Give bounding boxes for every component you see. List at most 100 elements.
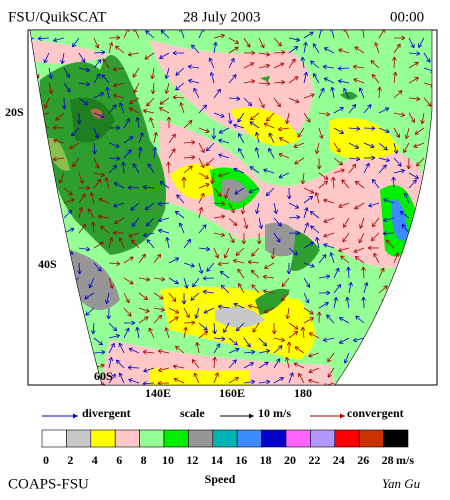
wind-arrow <box>337 67 350 70</box>
wind-arrow <box>273 37 282 47</box>
wind-arrow-head <box>370 60 375 65</box>
wind-arrow-head <box>55 116 60 121</box>
wind-arrow <box>183 239 192 249</box>
colorbar-label: 4 <box>92 453 98 467</box>
wind-arrow <box>279 137 290 144</box>
wind-arrow <box>382 232 395 234</box>
wind-arrow <box>115 45 125 54</box>
wind-arrow-head <box>358 87 364 92</box>
wind-arrow <box>198 322 208 331</box>
wind-arrow <box>143 186 155 189</box>
wind-arrow <box>263 290 275 294</box>
wind-arrow <box>159 52 170 59</box>
wind-arrow <box>106 292 110 304</box>
wind-arrow-head <box>193 372 198 378</box>
wind-arrow <box>371 74 380 84</box>
wind-arrow <box>61 52 65 64</box>
wind-arrow <box>138 253 146 264</box>
wind-arrow <box>30 37 35 43</box>
wind-arrow-head <box>326 314 331 319</box>
colorbar-swatch <box>41 429 67 448</box>
wind-arrow-head <box>277 42 282 47</box>
wind-arrow <box>158 202 170 205</box>
wind-arrow-head <box>206 267 211 272</box>
wind-arrow <box>175 82 185 91</box>
wind-arrow-head <box>141 253 146 259</box>
wind-arrow-head <box>397 162 402 167</box>
wind-arrow <box>278 153 290 159</box>
wind-arrow <box>90 192 95 204</box>
wind-arrow-head <box>212 330 217 335</box>
wind-arrow <box>313 73 320 84</box>
wind-arrow <box>198 207 203 219</box>
wind-arrow <box>273 358 281 369</box>
wind-arrow-head <box>202 224 207 229</box>
wind-arrow <box>408 97 420 100</box>
wind-arrow <box>355 180 365 189</box>
wind-arrow <box>318 127 323 139</box>
wind-arrow-head <box>144 205 150 211</box>
wind-arrow <box>153 147 156 159</box>
wind-arrow <box>243 217 248 229</box>
wind-arrow <box>114 182 125 189</box>
scale-arrow-head <box>249 413 254 419</box>
wind-arrow <box>288 76 299 84</box>
wind-arrow-head <box>310 263 315 268</box>
wind-arrow-head <box>319 134 324 139</box>
wind-arrow-head <box>298 373 303 378</box>
wind-arrow <box>303 277 311 288</box>
wind-arrow-head <box>86 185 91 191</box>
wind-arrow-head <box>221 201 226 207</box>
wind-arrow <box>258 217 262 229</box>
wind-arrow-head <box>101 349 106 355</box>
wind-arrow <box>243 37 251 48</box>
wind-arrow <box>205 157 215 166</box>
wind-arrow-head <box>310 225 315 230</box>
colorbar-label: 8 <box>141 453 147 467</box>
wind-arrow <box>288 331 298 339</box>
wind-arrow <box>102 58 110 69</box>
lat-label: 60S <box>94 369 113 383</box>
wind-arrow-head <box>416 51 421 56</box>
wind-arrow <box>408 172 419 179</box>
wind-arrow <box>173 378 185 384</box>
wind-arrow-head <box>265 63 270 69</box>
wind-arrow-head <box>392 71 398 77</box>
wind-arrow-head <box>178 222 184 227</box>
wind-arrow <box>146 239 155 249</box>
wind-arrow-head <box>370 236 376 242</box>
wind-arrow-head <box>65 73 70 78</box>
wind-arrow-head <box>264 361 269 366</box>
wind-arrow <box>213 112 225 118</box>
wind-arrow <box>303 317 314 324</box>
wind-arrow <box>309 332 320 339</box>
wind-arrow <box>318 275 330 279</box>
wind-arrow-head <box>183 326 188 332</box>
wind-arrow-head <box>268 148 273 153</box>
colorbar-swatch <box>334 429 360 448</box>
wind-arrow <box>149 117 155 129</box>
wind-arrow-head <box>383 146 388 151</box>
wind-arrow-head <box>128 347 134 352</box>
wind-arrow <box>265 187 275 197</box>
wind-arrow-head <box>139 132 144 137</box>
wind-arrow-head <box>256 240 262 245</box>
wind-arrow-head <box>128 136 134 141</box>
wind-arrow-head <box>289 372 294 377</box>
wind-arrow-head <box>144 316 149 321</box>
wind-arrow <box>93 172 105 176</box>
wind-arrow <box>144 202 155 210</box>
lon-label: 140E <box>145 386 171 400</box>
wind-arrow-head <box>153 131 158 137</box>
wind-arrow-head <box>336 283 342 289</box>
wind-arrow-head <box>92 150 97 155</box>
wind-arrow-head <box>198 269 204 274</box>
wind-arrow <box>196 342 200 354</box>
wind-arrow-head <box>159 181 165 186</box>
wind-arrow-head <box>148 327 153 333</box>
wind-arrow <box>418 37 425 48</box>
wind-arrow-head <box>188 78 193 84</box>
wind-arrow <box>228 217 238 226</box>
lon-label: 160E <box>219 386 245 400</box>
wind-arrow <box>370 232 380 242</box>
